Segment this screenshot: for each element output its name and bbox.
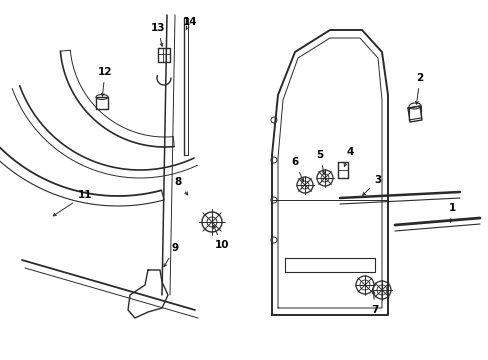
Text: 10: 10 (213, 226, 229, 250)
Text: 11: 11 (53, 190, 92, 216)
Text: 13: 13 (150, 23, 165, 46)
Text: 9: 9 (163, 243, 178, 267)
Text: 12: 12 (98, 67, 112, 96)
Text: 1: 1 (447, 203, 455, 222)
Text: 3: 3 (362, 175, 381, 195)
Text: 5: 5 (316, 150, 325, 174)
Text: 8: 8 (174, 177, 187, 195)
Text: 2: 2 (415, 73, 423, 104)
Text: 7: 7 (370, 291, 378, 315)
Text: 6: 6 (291, 157, 303, 181)
Text: 14: 14 (183, 17, 197, 30)
Text: 4: 4 (344, 147, 353, 166)
